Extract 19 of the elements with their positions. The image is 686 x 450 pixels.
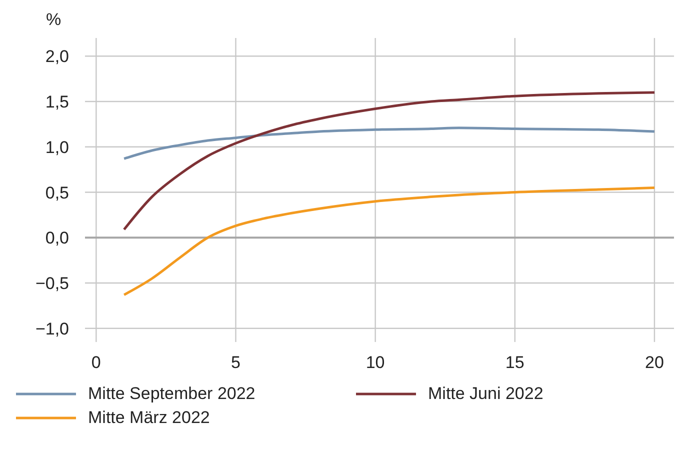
x-tick-label: 10 — [366, 353, 385, 372]
legend-label: Mitte Juni 2022 — [428, 384, 544, 404]
x-tick-label: 20 — [645, 353, 664, 372]
x-tick-label: 15 — [505, 353, 524, 372]
y-tick-label: 0,0 — [45, 228, 69, 248]
x-tick-label: 5 — [231, 353, 240, 372]
line-series — [122, 126, 656, 160]
legend-label: Mitte September 2022 — [88, 384, 256, 404]
x-tick-label: 0 — [91, 353, 101, 372]
y-tick-label: 0,5 — [45, 183, 69, 202]
y-tick-label: 2,0 — [45, 47, 69, 66]
legend-label: Mitte März 2022 — [88, 408, 210, 428]
y-tick-label: −1,0 — [35, 319, 69, 338]
y-tick-label: 1,0 — [45, 138, 69, 157]
y-axis-title: % — [46, 10, 62, 30]
line-series — [122, 186, 656, 296]
y-tick-label: −0,5 — [35, 274, 69, 294]
y-tick-label: 1,5 — [45, 92, 69, 112]
line-series — [122, 91, 656, 231]
